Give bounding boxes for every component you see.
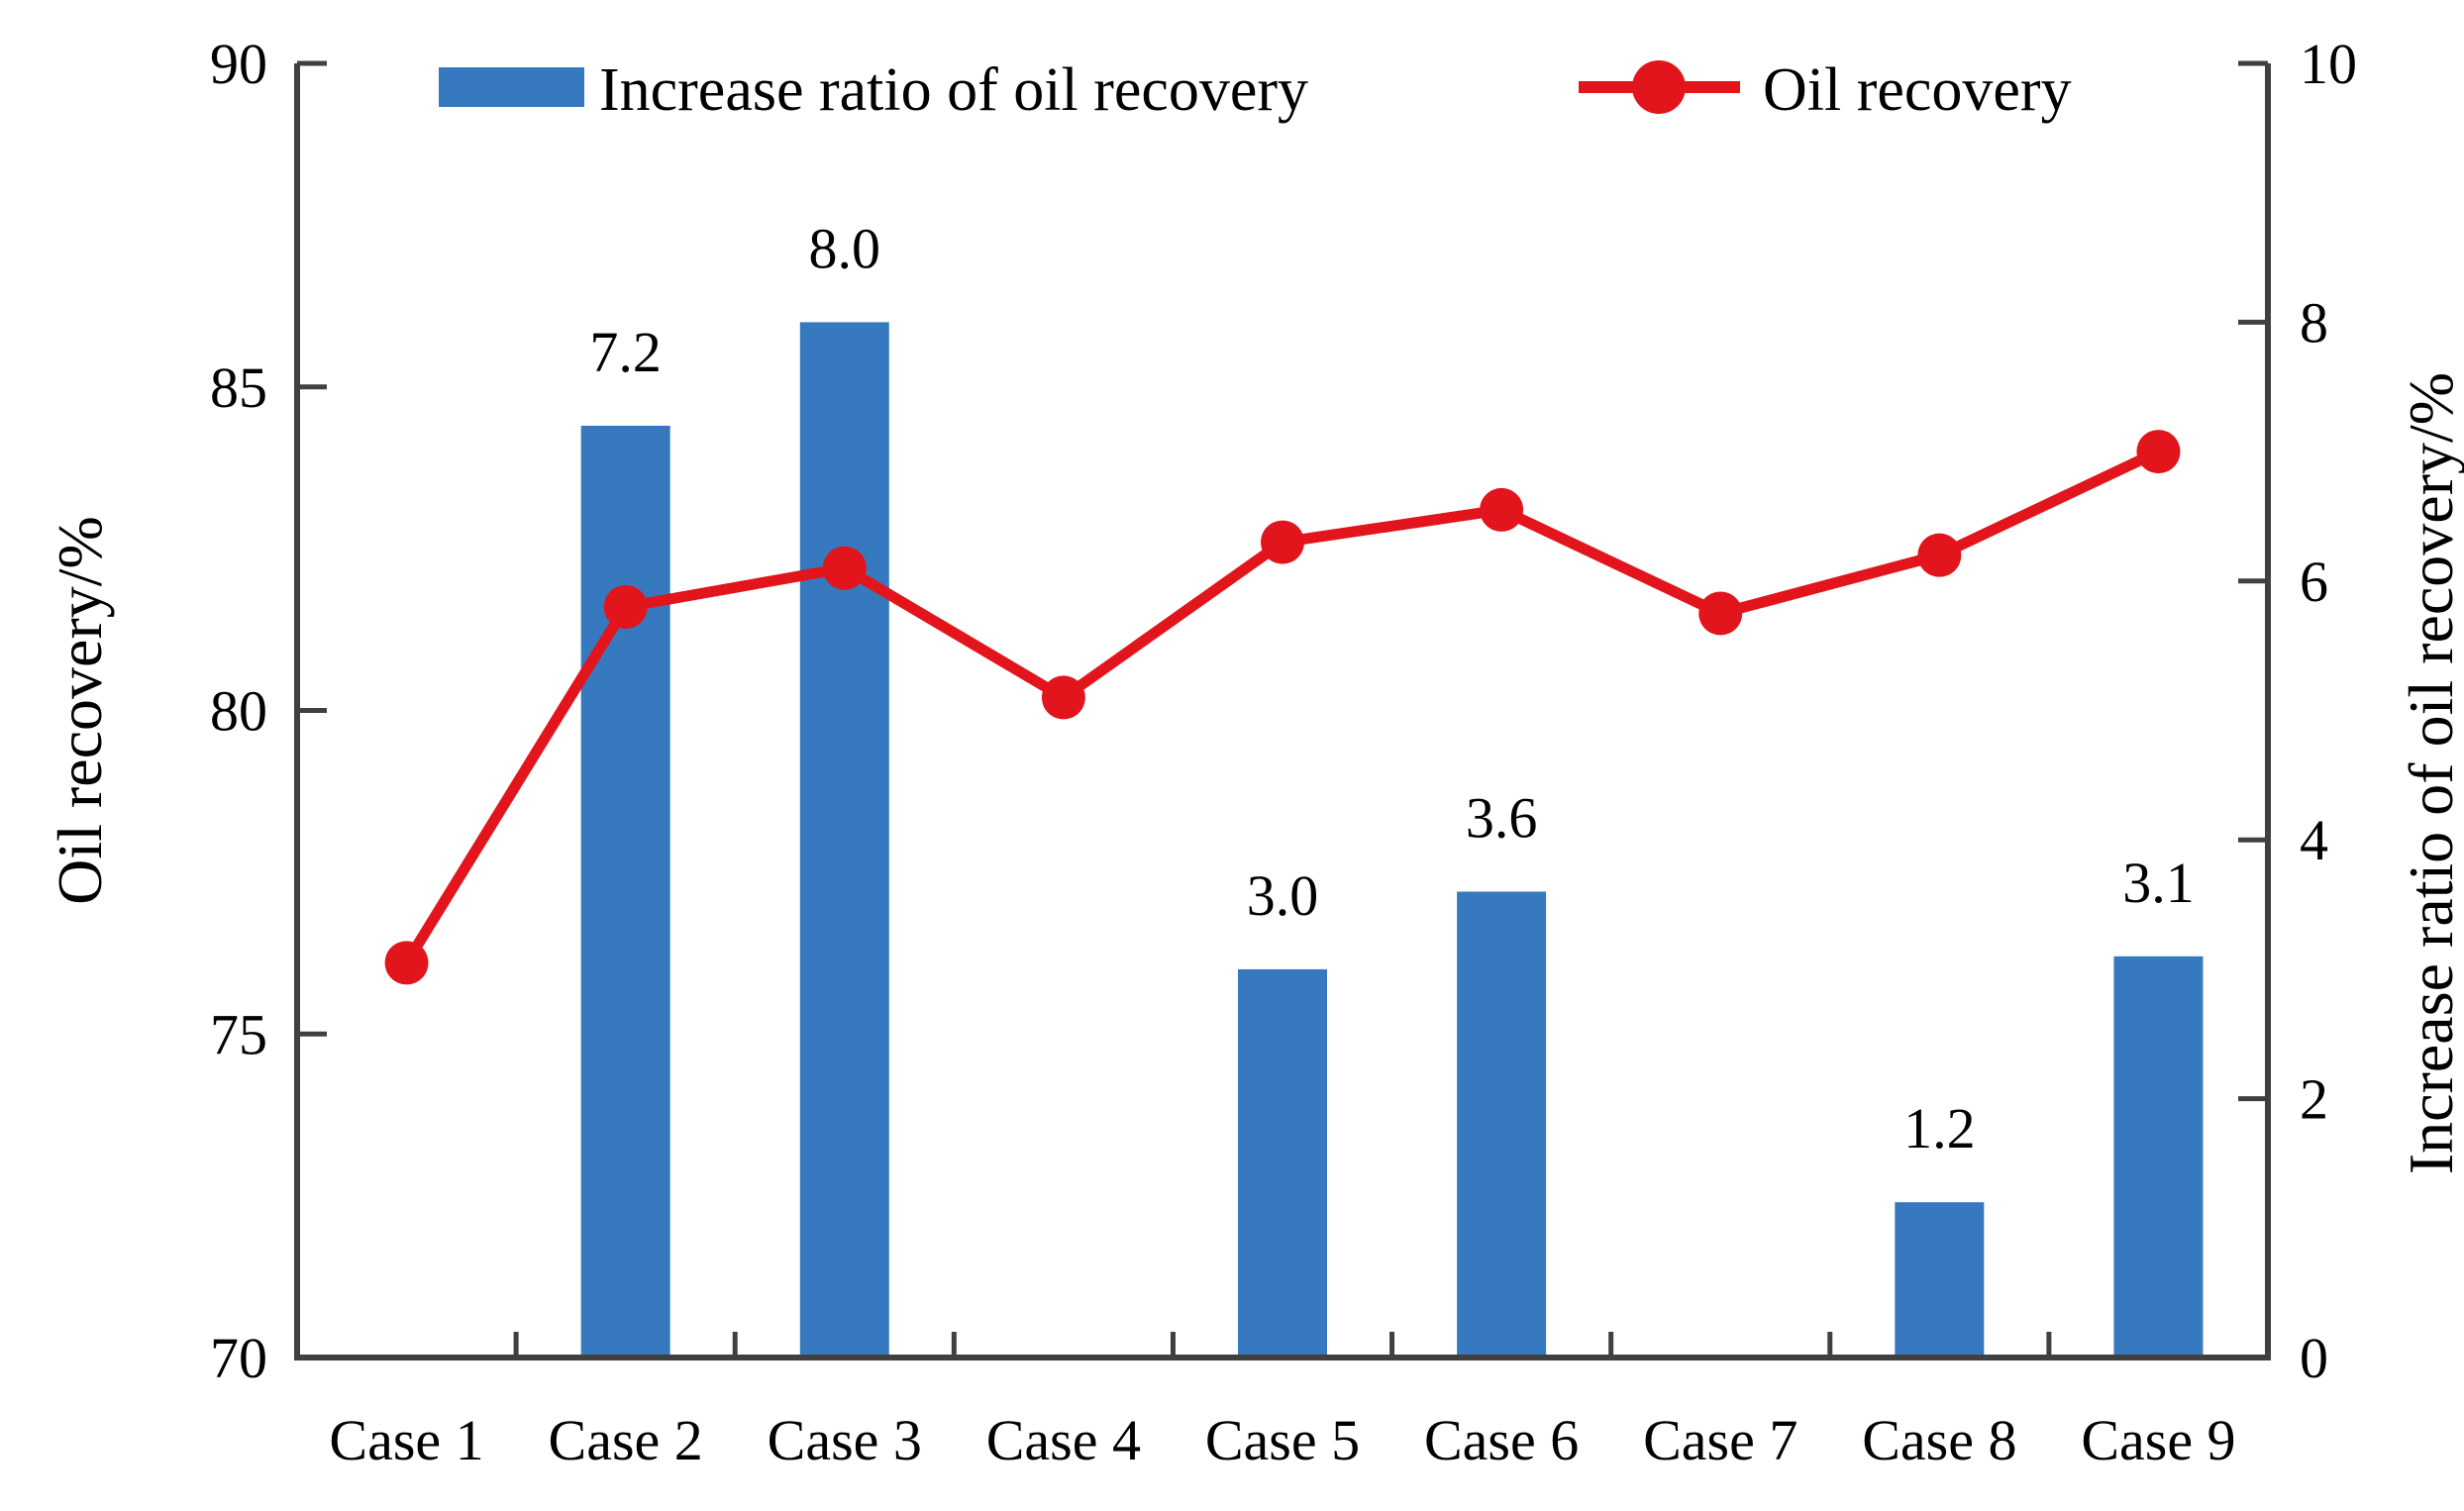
x-axis-category-label: Case 7 <box>1643 1408 1797 1472</box>
right-axis-tick-label: 8 <box>2300 290 2328 354</box>
bar-value-label: 3.0 <box>1247 863 1319 928</box>
axes: 70 75 80 85 90 0 2 4 6 8 10 <box>210 32 2357 1390</box>
right-axis-tick-label: 10 <box>2300 32 2357 96</box>
oil-recovery-combo-chart: 7.2 8.0 3.0 3.6 1.2 3.1 70 75 80 85 90 0 2 4 6 8 10 Case … <box>40 16 2464 1479</box>
bar-case-3 <box>799 322 889 1358</box>
left-axis-tick-label: 90 <box>210 32 267 96</box>
line-series <box>384 430 2181 985</box>
line-point-case-6 <box>1480 487 1524 532</box>
x-axis-category-label: Case 5 <box>1205 1408 1360 1472</box>
right-axis-title: Increase ratio of oil recovery/% <box>2396 372 2464 1174</box>
bar-value-label: 1.2 <box>1903 1096 1976 1160</box>
x-axis-category-label: Case 1 <box>329 1408 483 1472</box>
bar-value-label: 8.0 <box>809 216 881 280</box>
x-axis-category-label: Case 9 <box>2081 1408 2235 1472</box>
x-axis-labels: Case 1 Case 2 Case 3 Case 4 Case 5 Case 6 Case… <box>329 1408 2235 1472</box>
bar-case-6 <box>1457 891 1547 1358</box>
bar-case-8 <box>1895 1202 1985 1358</box>
right-axis-tick-label: 0 <box>2300 1326 2328 1390</box>
x-axis-category-label: Case 2 <box>549 1408 703 1472</box>
line-point-case-5 <box>1261 520 1304 564</box>
line-point-case-7 <box>1698 591 1743 636</box>
line-point-case-3 <box>822 546 867 590</box>
bar-case-5 <box>1238 968 1327 1358</box>
line-point-case-4 <box>1041 675 1085 720</box>
bar-value-label: 7.2 <box>589 320 662 384</box>
bar-case-2 <box>580 425 670 1359</box>
legend-line-dot <box>1632 60 1686 114</box>
line-point-case-8 <box>1917 533 1962 577</box>
bar-value-label: 3.1 <box>2122 851 2195 915</box>
bar-case-9 <box>2113 956 2204 1358</box>
left-axis-tick-label: 80 <box>210 679 267 744</box>
line-point-case-9 <box>2136 430 2181 474</box>
right-axis-tick-label: 6 <box>2300 550 2328 614</box>
legend: Increase ratio of oil recovery Oil recove… <box>439 56 2072 124</box>
legend-bar-swatch <box>439 67 584 107</box>
bar-data-labels: 7.2 8.0 3.0 3.6 1.2 3.1 <box>589 216 2194 1160</box>
x-axis-category-label: Case 4 <box>986 1408 1141 1472</box>
x-axis-category-label: Case 3 <box>768 1408 922 1472</box>
line-point-case-2 <box>603 584 648 629</box>
left-axis-tick-label: 85 <box>210 355 267 420</box>
left-axis-title: Oil recovery/% <box>45 516 115 905</box>
x-axis-category-label: Case 8 <box>1862 1408 2016 1472</box>
bar-series <box>580 322 2204 1359</box>
right-axis-tick-label: 2 <box>2300 1067 2328 1132</box>
line-point-case-1 <box>384 941 429 985</box>
x-axis-category-label: Case 6 <box>1424 1408 1579 1472</box>
bar-value-label: 3.6 <box>1466 785 1538 850</box>
legend-bar-label: Increase ratio of oil recovery <box>599 56 1308 124</box>
left-axis-tick-label: 70 <box>210 1326 267 1390</box>
legend-line-label: Oil recovery <box>1763 56 2072 124</box>
right-axis-tick-label: 4 <box>2300 808 2328 872</box>
left-axis-tick-label: 75 <box>210 1002 267 1066</box>
chart-canvas: 7.2 8.0 3.0 3.6 1.2 3.1 70 75 80 85 90 0 2 4 6 8 10 Case … <box>45 32 2464 1472</box>
